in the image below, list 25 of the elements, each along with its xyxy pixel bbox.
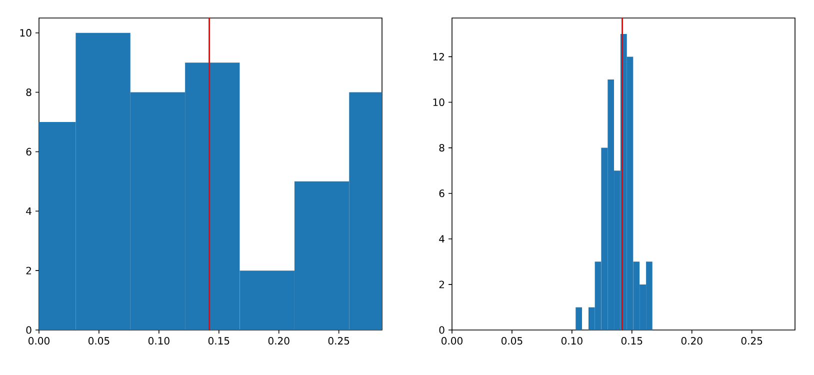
y-tick-label: 2 <box>439 280 444 288</box>
x-tick-label: 0.20 <box>268 337 290 345</box>
y-tick-label: 0 <box>26 326 32 334</box>
y-tick-label: 6 <box>439 190 444 198</box>
x-tick-label: 0.15 <box>621 337 642 345</box>
x-tick-label: 0.00 <box>442 337 462 345</box>
x-tick-label: 0.20 <box>681 337 702 345</box>
x-tick-label: 0.10 <box>561 337 582 345</box>
y-tick-label: 10 <box>433 98 444 106</box>
y-tick-label: 4 <box>439 235 444 243</box>
x-tick-label: 0.00 <box>28 337 50 345</box>
y-tick-label: 8 <box>26 88 32 96</box>
x-tick-label: 0.15 <box>208 337 230 345</box>
x-tick-label: 0.05 <box>88 337 110 345</box>
y-tick-label: 6 <box>26 148 32 156</box>
x-tick-label: 0.05 <box>501 337 522 345</box>
y-tick-label: 8 <box>439 144 444 152</box>
y-tick-label: 4 <box>26 207 32 215</box>
y-tick-label: 10 <box>20 29 32 37</box>
x-tick-label: 0.25 <box>741 337 762 345</box>
x-tick-label: 0.25 <box>328 337 350 345</box>
y-tick-label: 12 <box>433 52 444 60</box>
y-tick-label: 2 <box>26 266 31 274</box>
x-tick-label: 0.10 <box>148 337 170 345</box>
y-tick-label: 0 <box>439 326 444 334</box>
